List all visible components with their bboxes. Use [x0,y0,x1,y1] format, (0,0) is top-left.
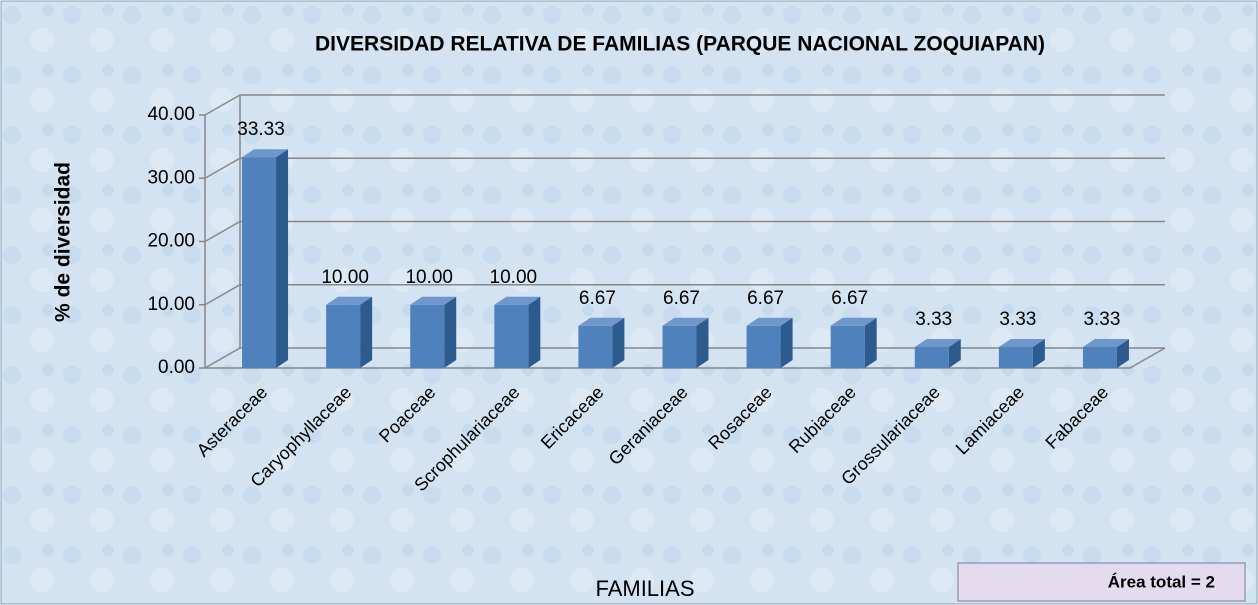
bar-top [242,149,289,158]
bar [1082,346,1117,368]
bar-top [494,296,541,305]
bar-side [780,317,793,368]
bar-top [914,338,961,347]
y-tick-label: 30.00 [147,167,195,188]
bar-side [948,338,961,368]
bar [326,304,361,368]
value-label: 3.33 [999,309,1036,330]
value-label: 3.33 [1083,309,1120,330]
grid-line [204,157,1165,179]
value-label: 33.33 [237,119,285,140]
bar-top [746,317,793,326]
y-tick-label: 40.00 [147,104,195,125]
bar-top [1082,338,1129,347]
bar [242,157,277,368]
chart-title: DIVERSIDAD RELATIVA DE FAMILIAS (PARQUE … [315,33,1045,56]
x-axis-label: FAMILIAS [595,576,694,601]
value-label: 10.00 [490,267,538,288]
grid-line [204,220,1165,243]
grid-line [204,94,1165,116]
bar-side [696,317,709,368]
annotation: Área total = 2 [1108,572,1215,591]
y-axis-label: % de diversidad [52,162,75,322]
bar-top [662,317,709,326]
bar [662,325,697,368]
bar [410,304,445,368]
bar-side [444,296,457,368]
bar-top [578,317,625,326]
value-label: 10.00 [321,267,369,288]
bar-side [276,149,289,368]
bar-side [1116,338,1129,368]
y-tick-label: 20.00 [147,231,195,252]
bar-side [360,296,373,368]
bar [746,325,781,368]
value-label: 10.00 [405,267,453,288]
y-tick-label: 10.00 [147,294,195,315]
bar-top [326,296,373,305]
bar-side [864,317,877,368]
bar [998,346,1033,368]
bar-side [1032,338,1045,368]
annotation-box [957,562,1246,602]
grid-line [204,284,1165,306]
bar [914,346,949,368]
bar-top [410,296,457,305]
value-label: 6.67 [579,288,616,309]
value-label: 6.67 [747,288,784,309]
bar-top [998,338,1045,347]
bar-top [830,317,877,326]
bar-side [528,296,541,368]
bar [578,325,613,368]
bar [830,325,865,368]
value-label: 6.67 [831,288,868,309]
bar-side [612,317,625,368]
value-label: 6.67 [663,288,700,309]
bar [494,304,529,368]
value-label: 3.33 [915,309,952,330]
y-tick-label: 0.00 [158,357,195,378]
